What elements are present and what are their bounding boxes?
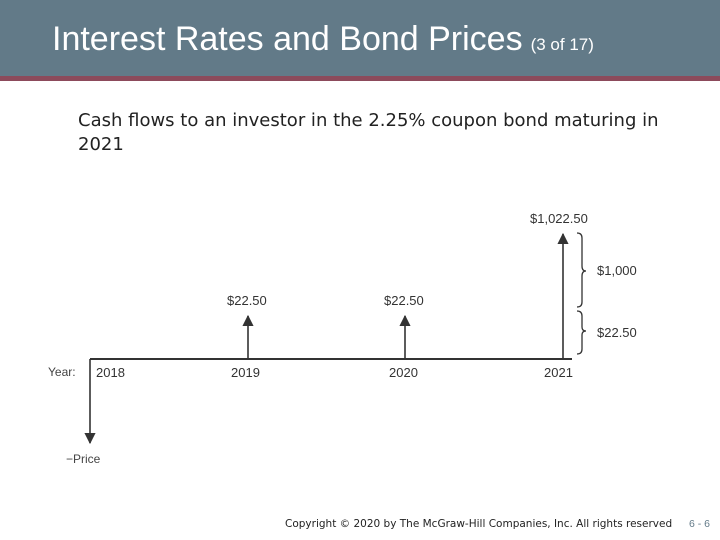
title-main: Interest Rates and Bond Prices — [52, 20, 523, 58]
coupon-brace — [576, 310, 587, 355]
principal-label: $1,000 — [597, 263, 637, 278]
year-label-2018: 2018 — [96, 365, 125, 380]
cash-flow-label-2019: $22.50 — [227, 293, 267, 308]
principal-brace — [576, 232, 587, 308]
cash-flow-label-2020: $22.50 — [384, 293, 424, 308]
slide-caption: Cash flows to an investor in the 2.25% c… — [78, 110, 659, 155]
coupon-label: $22.50 — [597, 325, 637, 340]
copyright-footer: Copyright © 2020 by The McGraw-Hill Comp… — [285, 518, 673, 530]
year-label-2020: 2020 — [389, 365, 418, 380]
title-underline — [0, 76, 720, 81]
year-axis-label: Year: — [48, 365, 76, 379]
title-suffix: (3 of 17) — [530, 35, 594, 54]
slide-title: Interest Rates and Bond Prices (3 of 17) — [52, 20, 594, 59]
cash-flow-label-2021: $1,022.50 — [530, 211, 588, 226]
year-label-2021: 2021 — [544, 365, 573, 380]
title-bar — [0, 0, 720, 76]
page-number: 6 - 6 — [689, 518, 711, 530]
year-label-2019: 2019 — [231, 365, 260, 380]
price-outflow-label: −Price — [66, 452, 101, 466]
